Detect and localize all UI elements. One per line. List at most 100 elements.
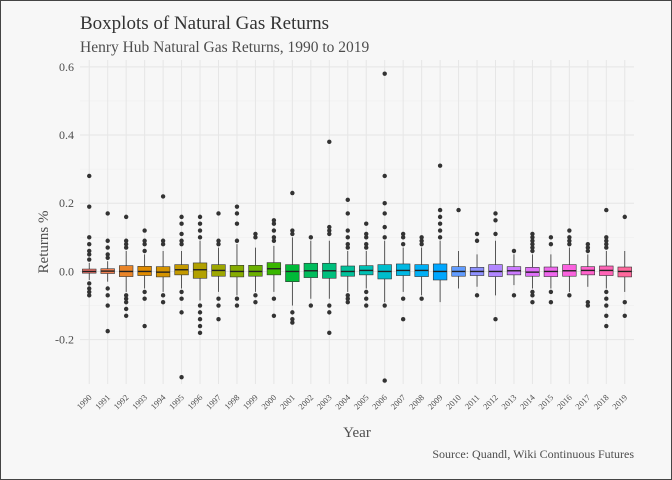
boxplot-2017: [580, 241, 595, 308]
y-axis-title: Returns %: [36, 211, 52, 274]
outlier-point: [548, 241, 554, 247]
outlier-point: [327, 231, 332, 237]
outlier-point: [197, 310, 203, 315]
outlier-point: [437, 207, 443, 213]
x-tick-label: 1992: [111, 392, 130, 411]
outlier-point: [530, 299, 535, 305]
boxplot-2000: [266, 218, 282, 318]
outlier-point: [604, 245, 609, 250]
outlier-point: [364, 231, 369, 237]
x-tick-label: 1996: [185, 392, 204, 411]
x-tick-label: 2010: [444, 392, 463, 411]
x-tick-label: 1991: [93, 392, 112, 411]
outlier-point: [345, 245, 350, 250]
outlier-point: [290, 320, 295, 325]
boxplot-2003: [322, 139, 337, 336]
outlier-point: [437, 163, 443, 168]
boxplot-1993: [137, 228, 152, 329]
x-axis-title: Year: [343, 425, 371, 441]
outlier-point: [604, 235, 609, 240]
outlier-point: [197, 303, 203, 308]
outlier-point: [548, 299, 554, 305]
outlier-point: [197, 317, 203, 322]
outlier-point: [179, 241, 184, 247]
x-tick-label: 2009: [425, 392, 444, 411]
outlier-point: [400, 317, 406, 322]
outlier-point: [419, 296, 424, 301]
boxplot-1994: [155, 194, 171, 305]
outlier-point: [253, 235, 258, 240]
x-tick-label: 1997: [204, 392, 223, 411]
outlier-point: [345, 235, 350, 240]
outlier-point: [123, 214, 129, 220]
outlier-point: [271, 238, 277, 243]
outlier-point: [142, 228, 147, 233]
outlier-point: [567, 228, 572, 233]
outlier-point: [123, 293, 129, 298]
outlier-point: [604, 238, 609, 243]
outlier-point: [234, 303, 240, 308]
boxplot-2006: [377, 71, 392, 383]
boxplot-2005: [359, 221, 374, 308]
outlier-point: [290, 317, 295, 322]
outlier-point: [327, 228, 332, 233]
outlier-point: [290, 228, 295, 233]
outlier-point: [142, 289, 147, 295]
outlier-point: [530, 289, 535, 295]
outlier-point: [382, 173, 387, 179]
boxplot-2007: [396, 231, 411, 322]
outlier-point: [87, 293, 92, 298]
outlier-point: [364, 296, 369, 301]
outlier-point: [87, 289, 92, 295]
outlier-point: [87, 235, 92, 240]
outlier-point: [419, 241, 424, 247]
x-tick-label: 1998: [222, 392, 241, 411]
boxplot-1992: [119, 214, 134, 318]
outlier-point: [585, 245, 591, 250]
outlier-point: [604, 207, 609, 213]
outlier-point: [604, 289, 609, 295]
outlier-point: [585, 299, 591, 305]
outlier-point: [327, 224, 332, 230]
x-axis: 1990 1991 1992 1993 1994 1995 1996 1997 1998 1999…: [75, 392, 630, 412]
y-tick-label: 0.6: [59, 60, 74, 74]
x-tick-label: 2006: [370, 392, 389, 411]
outlier-point: [364, 303, 369, 308]
outlier-point: [234, 238, 240, 243]
boxplot-1999: [248, 231, 263, 305]
outlier-point: [105, 303, 110, 308]
outlier-point: [567, 238, 572, 243]
outlier-point: [105, 252, 110, 257]
outlier-point: [179, 296, 184, 301]
outlier-point: [511, 248, 517, 254]
outlier-point: [345, 299, 350, 305]
outlier-point: [622, 214, 627, 220]
outlier-point: [400, 231, 406, 237]
outlier-point: [179, 374, 184, 380]
outlier-point: [290, 190, 295, 196]
outlier-point: [327, 330, 332, 336]
outlier-point: [419, 238, 424, 243]
boxplot-1997: [211, 211, 226, 322]
outlier-point: [548, 235, 554, 240]
outlier-point: [160, 293, 166, 298]
outlier-point: [271, 313, 277, 318]
outlier-point: [87, 248, 92, 254]
outlier-point: [345, 197, 350, 203]
boxplot-1998: [229, 204, 245, 308]
outlier-point: [197, 323, 203, 329]
outlier-point: [271, 218, 277, 223]
outlier-point: [364, 245, 369, 250]
outlier-point: [105, 211, 110, 216]
outlier-point: [105, 293, 110, 298]
outlier-point: [197, 214, 203, 220]
outlier-point: [474, 231, 480, 237]
outlier-point: [345, 241, 350, 247]
chart-caption: Source: Quandl, Wiki Continuous Futures: [432, 447, 634, 461]
outlier-point: [437, 235, 443, 240]
outlier-point: [87, 173, 92, 179]
outlier-point: [234, 204, 240, 209]
outlier-point: [105, 328, 110, 334]
outlier-point: [253, 293, 258, 298]
